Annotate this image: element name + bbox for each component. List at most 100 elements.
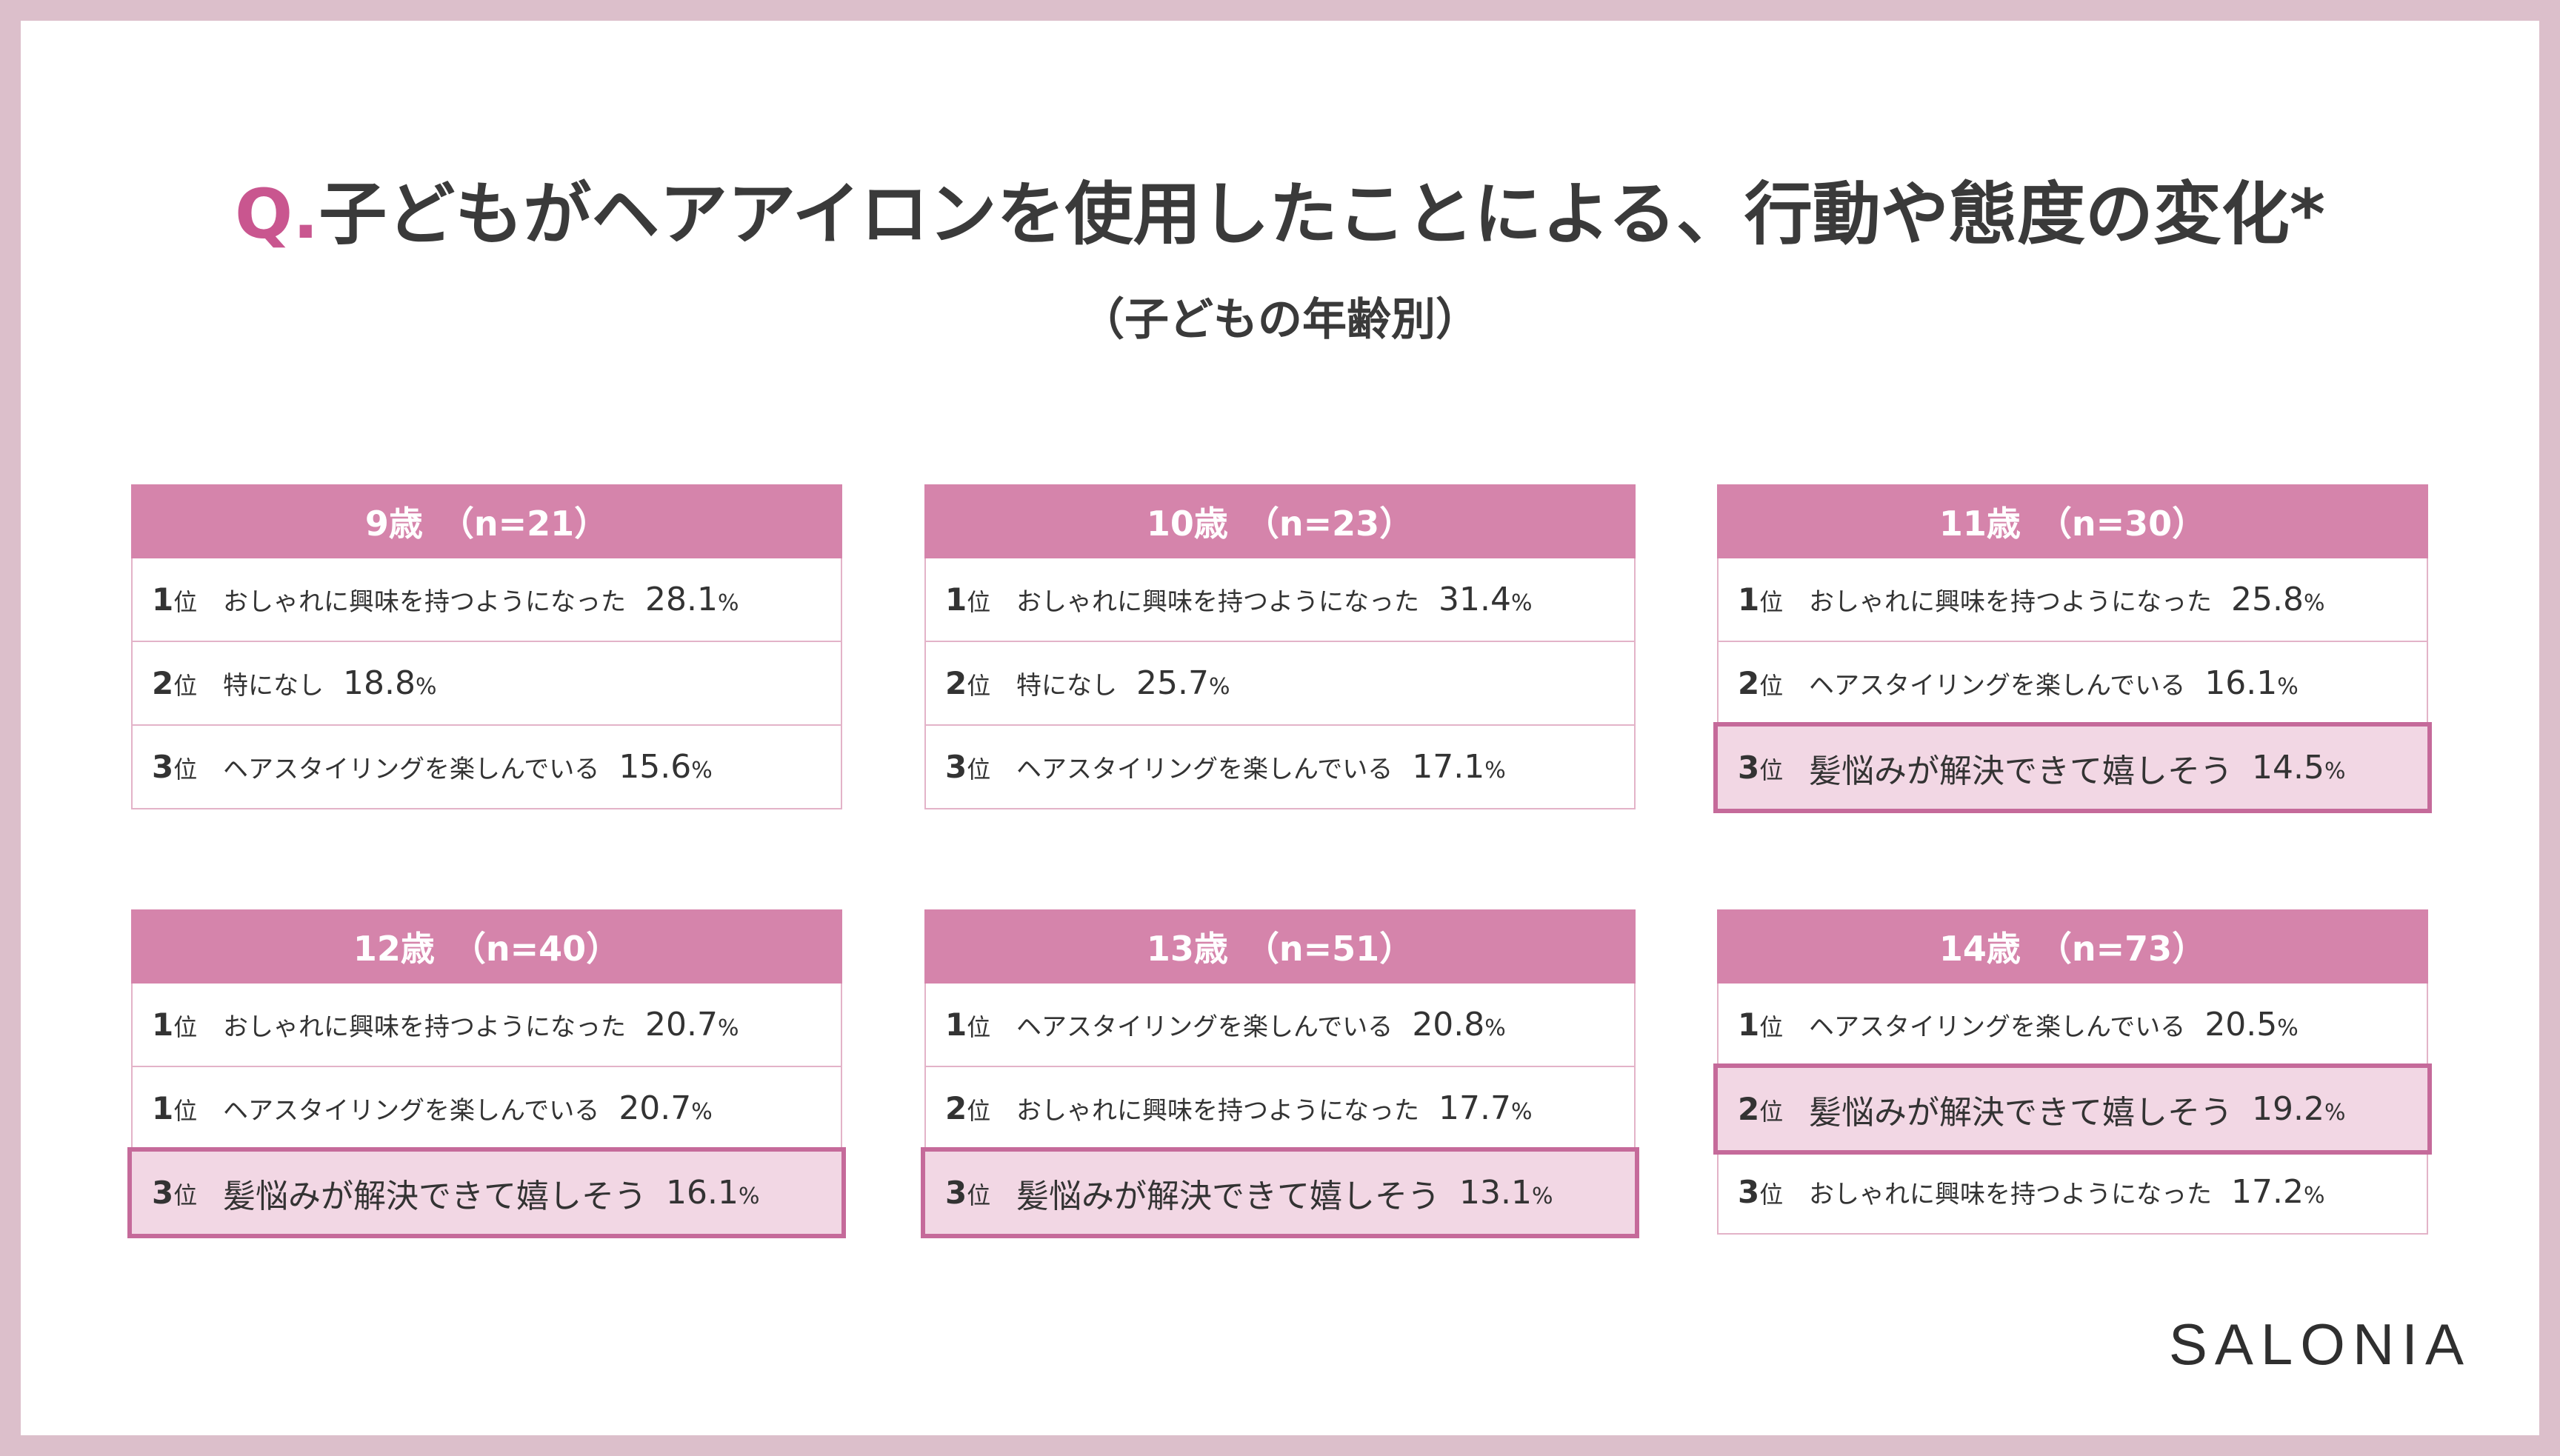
percent-sign: % [2324, 1100, 2346, 1126]
rank-number: 1 [1738, 581, 1760, 618]
percentage-value: 25.8% [2231, 581, 2324, 618]
percentage-number: 16.1 [666, 1174, 739, 1212]
rank-badge: 2位 [1738, 665, 1809, 701]
page-title: Q.子どもがヘアアイロンを使用したことによる、行動や態度の変化* [0, 159, 2560, 258]
ranking-row: 2位 ヘアスタイリングを楽しんでいる 16.1% [1717, 642, 2428, 726]
rank-suffix: 位 [967, 1097, 991, 1125]
percentage-value: 20.8% [1412, 1006, 1505, 1043]
rank-badge: 2位 [152, 665, 223, 701]
age-panel: 9歳 （n=21） 1位 おしゃれに興味を持つようになった 28.1% 2位 特になし 18… [131, 484, 842, 809]
percent-sign: % [1484, 1015, 1506, 1041]
brand-logo: SALONIA [2168, 1312, 2471, 1377]
percent-sign: % [2277, 674, 2299, 700]
item-label: おしゃれに興味を持つようになった [1016, 587, 1419, 617]
ranking-row: 1位 おしゃれに興味を持つようになった 25.8% [1717, 558, 2428, 642]
ranking-row-highlighted: 3位 髪悩みが解決できて嬉しそう 16.1% [127, 1147, 846, 1238]
item-label: おしゃれに興味を持つようになった [223, 1012, 626, 1042]
percentage-number: 17.2 [2231, 1173, 2304, 1211]
rank-number: 2 [945, 665, 967, 701]
percentage-value: 28.1% [645, 581, 739, 618]
percentage-value: 20.5% [2204, 1006, 2298, 1043]
percent-sign: % [2303, 590, 2325, 616]
ranking-row-highlighted: 3位 髪悩みが解決できて嬉しそう 13.1% [921, 1147, 1639, 1238]
item-label: 特になし [223, 671, 324, 701]
panel-header: 13歳 （n=51） [924, 909, 1636, 984]
percent-sign: % [738, 1183, 760, 1209]
rank-number: 2 [152, 665, 174, 701]
rank-badge: 3位 [1738, 749, 1809, 786]
rank-suffix: 位 [173, 1097, 198, 1125]
rank-number: 3 [152, 749, 174, 785]
percent-sign: % [2324, 758, 2346, 784]
item-label: おしゃれに興味を持つようになった [1809, 1180, 2212, 1209]
percentage-value: 17.1% [1412, 748, 1505, 786]
percentage-value: 14.5% [2252, 749, 2345, 787]
ranking-row: 3位 おしゃれに興味を持つようになった 17.2% [1717, 1151, 2428, 1235]
age-panel: 14歳 （n=73） 1位 ヘアスタイリングを楽しんでいる 20.5% 2位 髪悩みが解決… [1713, 909, 2432, 1235]
item-label: おしゃれに興味を持つようになった [223, 587, 626, 617]
item-label: 髪悩みが解決できて嬉しそう [223, 1177, 647, 1215]
ranking-row: 1位 ヘアスタイリングを楽しんでいる 20.7% [131, 1067, 842, 1151]
rank-number: 1 [1738, 1006, 1760, 1043]
item-label: おしゃれに興味を持つようになった [1809, 587, 2212, 617]
rank-badge: 3位 [945, 1175, 1016, 1211]
rank-suffix: 位 [967, 1181, 991, 1209]
ranking-row: 1位 おしゃれに興味を持つようになった 31.4% [924, 558, 1636, 642]
item-label: ヘアスタイリングを楽しんでいる [223, 755, 600, 784]
rank-suffix: 位 [1759, 588, 1784, 616]
rank-number: 3 [1738, 1174, 1760, 1210]
percentage-number: 14.5 [2252, 749, 2324, 787]
ranking-row: 1位 おしゃれに興味を持つようになった 28.1% [131, 558, 842, 642]
percent-sign: % [717, 1015, 739, 1041]
age-panel: 10歳 （n=23） 1位 おしゃれに興味を持つようになった 31.4% 2位 特になし 2… [924, 484, 1636, 809]
rank-suffix: 位 [173, 755, 198, 784]
percent-sign: % [1531, 1183, 1553, 1209]
percent-sign: % [415, 674, 437, 700]
percentage-value: 19.2% [2252, 1090, 2345, 1128]
percentage-value: 15.6% [619, 748, 712, 786]
rank-number: 1 [152, 581, 174, 618]
percentage-number: 19.2 [2252, 1090, 2324, 1128]
rank-badge: 1位 [1738, 581, 1809, 618]
item-label: 髪悩みが解決できて嬉しそう [1809, 1093, 2233, 1132]
rank-number: 2 [945, 1090, 967, 1126]
rank-badge: 2位 [1738, 1091, 1809, 1127]
percentage-number: 20.7 [619, 1089, 692, 1127]
percent-sign: % [691, 758, 713, 784]
rank-suffix: 位 [1759, 672, 1784, 700]
rank-badge: 1位 [152, 1090, 223, 1126]
rank-badge: 1位 [152, 581, 223, 618]
panel-header: 9歳 （n=21） [131, 484, 842, 558]
panel-header: 11歳 （n=30） [1717, 484, 2428, 558]
rank-number: 3 [945, 1175, 967, 1211]
item-label: ヘアスタイリングを楽しんでいる [1809, 671, 2186, 701]
percent-sign: % [2303, 1183, 2325, 1209]
percentage-value: 16.1% [666, 1174, 759, 1212]
percentage-number: 25.8 [2231, 581, 2304, 618]
page-subtitle: （子どもの年齢別） [1080, 294, 1480, 346]
rank-suffix: 位 [967, 1013, 991, 1041]
rank-suffix: 位 [967, 755, 991, 784]
percent-sign: % [691, 1099, 713, 1125]
ranking-row: 2位 特になし 18.8% [131, 642, 842, 726]
percentage-number: 20.8 [1412, 1006, 1485, 1043]
panel-header: 14歳 （n=73） [1717, 909, 2428, 984]
rank-number: 3 [152, 1175, 174, 1211]
rank-number: 2 [1738, 665, 1760, 701]
ranking-row: 1位 おしゃれに興味を持つようになった 20.7% [131, 984, 842, 1067]
percent-sign: % [1510, 1099, 1533, 1125]
rank-number: 1 [945, 581, 967, 618]
rank-suffix: 位 [173, 1181, 198, 1209]
rank-number: 3 [1738, 749, 1760, 786]
percentage-number: 16.1 [2204, 664, 2278, 702]
rank-suffix: 位 [1759, 1181, 1784, 1209]
item-label: ヘアスタイリングを楽しんでいる [1016, 755, 1393, 784]
rank-number: 1 [945, 1006, 967, 1043]
percentage-number: 17.1 [1412, 748, 1485, 786]
item-label: 特になし [1016, 671, 1117, 701]
percentage-value: 17.7% [1439, 1089, 1532, 1127]
percentage-value: 18.8% [343, 664, 436, 702]
age-panel: 13歳 （n=51） 1位 ヘアスタイリングを楽しんでいる 20.8% 2位 おしゃれに興… [921, 909, 1639, 1238]
percent-sign: % [1510, 590, 1533, 616]
percent-sign: % [717, 590, 739, 616]
